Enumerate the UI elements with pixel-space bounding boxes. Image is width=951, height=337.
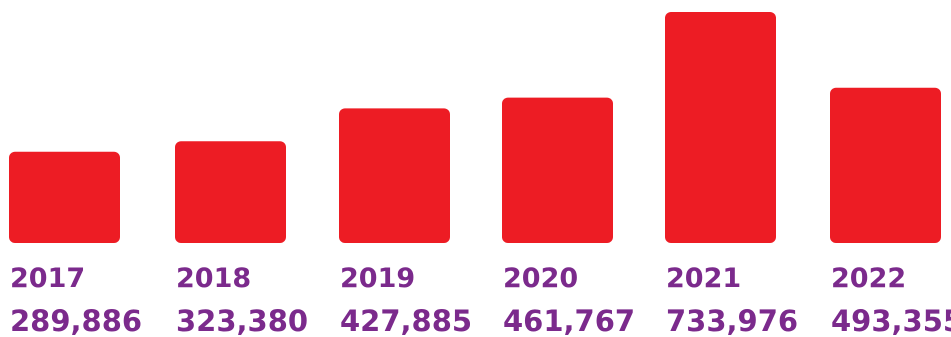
bar-2020 xyxy=(502,97,613,244)
year-label-2022: 2022 xyxy=(831,263,906,294)
bars-group xyxy=(9,12,941,244)
year-label-2019: 2019 xyxy=(340,263,415,294)
bar-2021 xyxy=(665,12,776,243)
year-label-2017: 2017 xyxy=(10,263,85,294)
value-label-2017: 289,886 xyxy=(10,304,142,337)
year-label-2020: 2020 xyxy=(503,263,578,294)
year-label-2021: 2021 xyxy=(666,263,741,294)
value-label-2021: 733,976 xyxy=(666,304,798,337)
value-label-2019: 427,885 xyxy=(340,304,472,337)
labels-group: 2017 289,886 2018 323,380 2019 427,885 2020 461… xyxy=(10,263,951,337)
value-label-2018: 323,380 xyxy=(176,304,308,337)
bar-2018 xyxy=(175,141,286,243)
bar-2017 xyxy=(9,151,120,243)
year-label-2018: 2018 xyxy=(176,263,251,294)
bar-2022 xyxy=(830,87,941,243)
value-label-2020: 461,767 xyxy=(503,304,635,337)
value-label-2022: 493,355 xyxy=(831,304,951,337)
bar-2019 xyxy=(339,108,450,243)
